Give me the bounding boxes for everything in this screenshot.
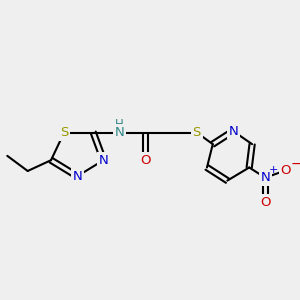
- Text: N: N: [72, 170, 82, 183]
- Text: +: +: [269, 164, 278, 175]
- Text: O: O: [140, 154, 151, 167]
- Text: O: O: [280, 164, 291, 177]
- Text: N: N: [99, 154, 108, 167]
- Text: −: −: [290, 157, 300, 171]
- Text: N: N: [228, 124, 238, 138]
- Text: H: H: [115, 118, 124, 131]
- Text: S: S: [60, 126, 68, 139]
- Text: N: N: [115, 126, 124, 139]
- Text: N: N: [260, 171, 270, 184]
- Text: O: O: [260, 196, 271, 209]
- Text: S: S: [193, 126, 201, 139]
